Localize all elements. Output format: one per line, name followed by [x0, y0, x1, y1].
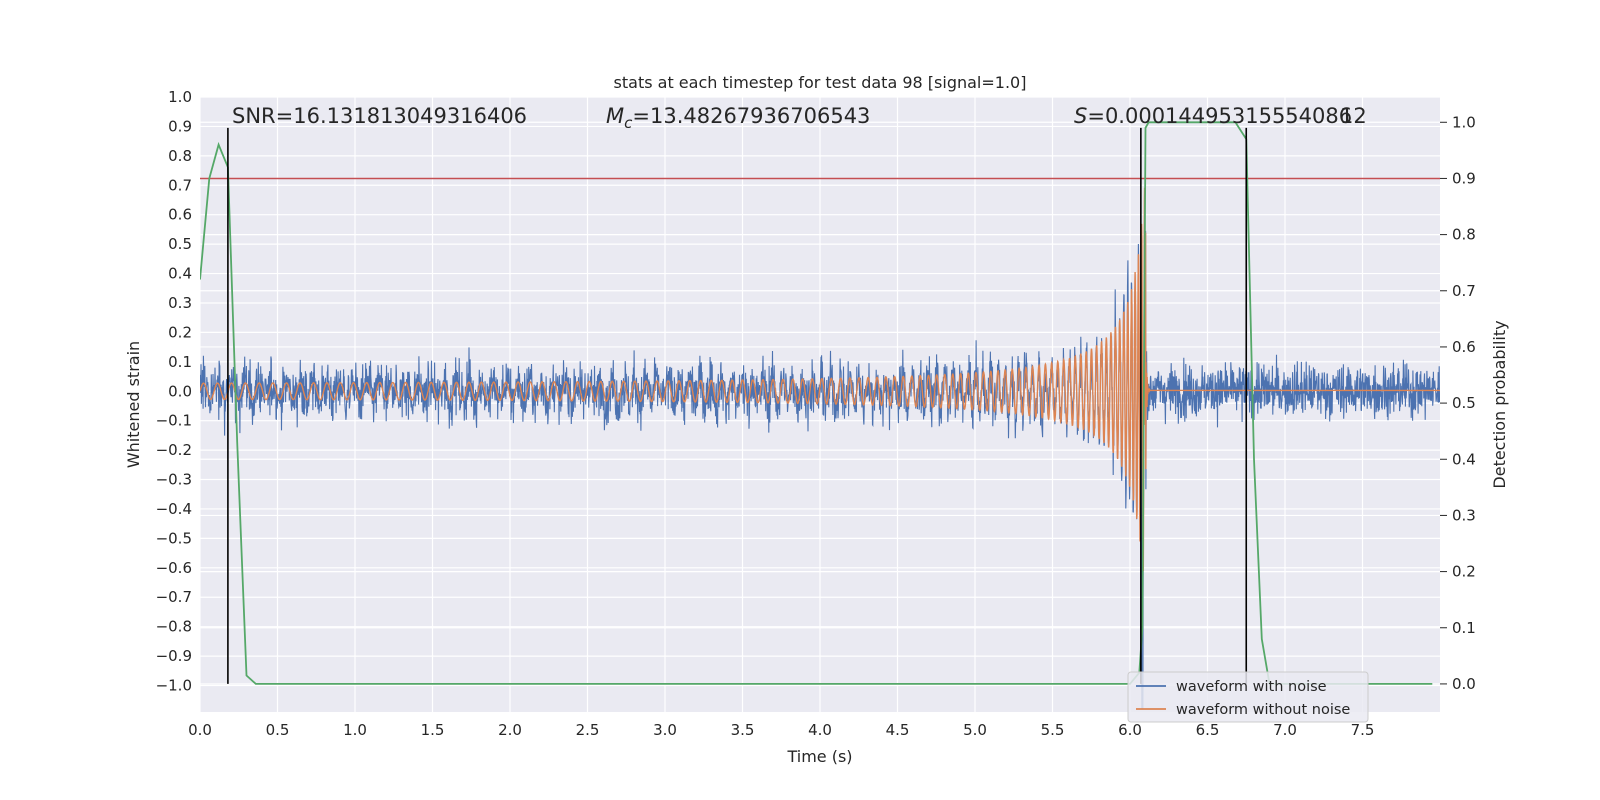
vertical-markers	[227, 127, 1248, 684]
y-right-tick-label: 1.0	[1452, 113, 1476, 131]
y-right-tick-label: 0.9	[1452, 169, 1476, 187]
legend: waveform with noise waveform without noi…	[1127, 671, 1369, 723]
s-value: =0.00014495315554086	[1087, 104, 1352, 128]
chart-title: stats at each timestep for test data 98 …	[614, 73, 1027, 92]
y-axis-right-label: Detection probability	[1490, 320, 1509, 488]
y-left-tick-label: −0.1	[156, 412, 192, 430]
x-tick-label: 3.5	[731, 721, 755, 739]
x-tick-label: 2.5	[576, 721, 600, 739]
s-symbol: S	[1074, 104, 1087, 128]
y-left-tick-label: 0.1	[168, 353, 192, 371]
x-tick-label: 0.0	[188, 721, 212, 739]
y-right-tick-label: 0.4	[1452, 450, 1476, 468]
y-left-tick-label: −0.5	[156, 529, 192, 547]
y-right-tick-label: 0.3	[1452, 506, 1476, 524]
y-left-tick-label: −1.0	[156, 677, 192, 695]
y-right-tick-label: 0.7	[1452, 282, 1476, 300]
x-tick-label: 6.0	[1118, 721, 1142, 739]
y-right-tick-label: 0.8	[1452, 226, 1476, 244]
y-left-tick-label: 0.7	[168, 176, 192, 194]
y-axis-left-label: Whitened strain	[124, 341, 143, 468]
y-left-tick-label: 0.0	[168, 382, 192, 400]
y-left-tick-label: 0.8	[168, 147, 192, 165]
y-left-tick-label: −0.2	[156, 441, 192, 459]
x-axis-ticks: 0.0 0.5 1.0 1.5 2.0 2.5 3.0 3.5 4.0 4.5 5.0 5.5 6.0 6…	[188, 721, 1374, 739]
x-tick-label: 5.0	[963, 721, 987, 739]
chirp-mass-annotation: Mc=13.48267936706543	[606, 104, 870, 132]
x-axis-label: Time (s)	[786, 747, 852, 766]
x-tick-label: 3.0	[653, 721, 677, 739]
y-left-tick-label: −0.8	[156, 618, 192, 636]
y-right-tick-label: 0.5	[1452, 394, 1476, 412]
y-left-tick-label: −0.7	[156, 588, 192, 606]
y-left-tick-label: 0.2	[168, 323, 192, 341]
x-tick-label: 4.0	[808, 721, 832, 739]
y-left-tick-label: −0.6	[156, 559, 192, 577]
y-right-tick-label: 0.1	[1452, 619, 1476, 637]
x-tick-label: 2.0	[498, 721, 522, 739]
x-tick-label: 7.5	[1351, 721, 1375, 739]
y-axis-right-ticks: 1.0 0.9 0.8 0.7 0.6 0.5 0.4 0.3 0.2 0.1 0.0	[1440, 113, 1476, 693]
x-tick-label: 1.0	[343, 721, 367, 739]
y-left-tick-label: −0.3	[156, 471, 192, 489]
y-left-tick-label: −0.4	[156, 500, 192, 518]
snr-annotation: SNR=16.131813049316406	[232, 104, 527, 128]
x-tick-label: 5.5	[1041, 721, 1065, 739]
s-annotation: S=0.00014495315554086	[1074, 104, 1352, 128]
x-tick-label: 7.0	[1273, 721, 1297, 739]
x-tick-label: 6.5	[1196, 721, 1220, 739]
y-right-tick-label: 0.0	[1452, 675, 1476, 693]
y-left-tick-label: 0.5	[168, 235, 192, 253]
chirp-mass-subscript: c	[624, 114, 633, 132]
legend-entry-waveform-with-noise: waveform with noise	[1176, 679, 1327, 695]
y-left-tick-label: 1.0	[168, 88, 192, 106]
x-tick-label: 0.5	[266, 721, 290, 739]
legend-entry-waveform-without-noise: waveform without noise	[1176, 702, 1350, 718]
y-left-tick-label: 0.6	[168, 206, 192, 224]
y-right-tick-label: 0.2	[1452, 563, 1476, 581]
x-tick-label: 4.5	[886, 721, 910, 739]
x-tick-label: 1.5	[421, 721, 445, 739]
s-annotation-tail: 12	[1340, 104, 1367, 128]
y-left-tick-label: 0.4	[168, 265, 192, 283]
series-waveform-without-noise	[200, 187, 1440, 572]
y-left-tick-label: 0.3	[168, 294, 192, 312]
y-axis-left-ticks: 1.0 0.9 0.8 0.7 0.6 0.5 0.4 0.3 0.2 0.1 0.0 −0.1 −0.…	[156, 88, 192, 695]
legend-box	[1127, 671, 1369, 723]
y-right-tick-label: 0.6	[1452, 338, 1476, 356]
y-left-tick-label: 0.9	[168, 117, 192, 135]
chirp-mass-symbol: M	[606, 104, 624, 128]
y-left-tick-label: −0.9	[156, 647, 192, 665]
chirp-mass-value: =13.48267936706543	[632, 104, 870, 128]
